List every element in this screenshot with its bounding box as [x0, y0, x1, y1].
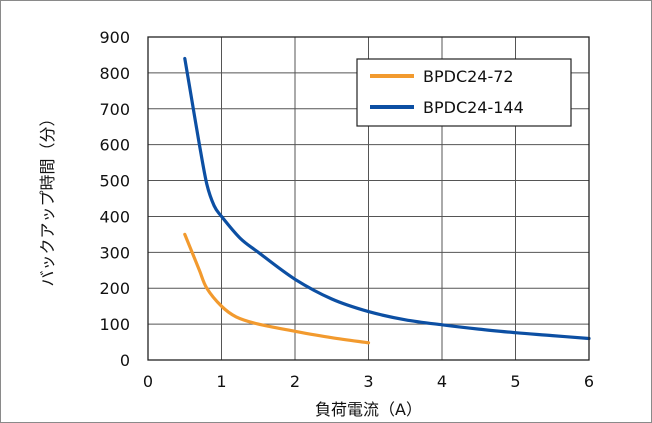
series-lines: [183, 56, 591, 345]
y-tick-label: 400: [99, 207, 130, 226]
y-tick-label: 200: [99, 279, 130, 298]
y-tick-label: 100: [99, 315, 130, 334]
x-axis-label: 負荷電流（A）: [315, 400, 422, 419]
series-line-bpdc24-72: [183, 232, 371, 345]
legend-box: [356, 58, 572, 127]
x-tick-label: 2: [290, 372, 300, 391]
plot-area-border: [147, 36, 590, 361]
y-tick-label: 0: [120, 351, 130, 370]
x-tick-label: 1: [216, 372, 226, 391]
x-tick-label: 3: [363, 372, 373, 391]
legend-label-bpdc24-72: BPDC24-72: [423, 67, 514, 86]
y-tick-label: 700: [99, 100, 130, 119]
series-line-bpdc24-144: [183, 56, 591, 341]
y-tick-label: 500: [99, 172, 130, 191]
y-tick-label: 300: [99, 243, 130, 262]
x-tick-label: 5: [510, 372, 520, 391]
y-tick-label: 800: [99, 64, 130, 83]
x-tick-label: 0: [143, 372, 153, 391]
x-tick-label: 6: [584, 372, 594, 391]
y-tick-label: 900: [99, 28, 130, 47]
tick-labels: 0 1 2 3 4 5 6 0 100 200 300 400 500 600 700 800 900: [99, 28, 594, 391]
legend: BPDC24-72 BPDC24-144: [356, 58, 572, 127]
y-axis-label: バックアップ時間（分）: [38, 110, 57, 286]
x-tick-label: 4: [437, 372, 447, 391]
legend-label-bpdc24-144: BPDC24-144: [423, 98, 524, 117]
y-tick-label: 600: [99, 136, 130, 155]
